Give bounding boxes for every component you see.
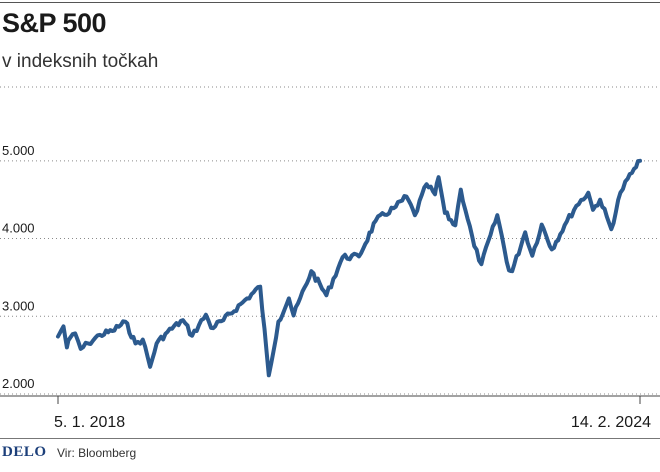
y-tick-label: 5.000 [2,143,35,158]
chart-title: S&P 500 [2,8,107,38]
source-note: Vir: Bloomberg [57,446,137,460]
footer-rule [0,438,660,439]
delo-logo: DELO [2,444,47,460]
x-axis: 5. 1. 2018 14. 2. 2024 [0,395,660,431]
series-line [56,158,642,378]
chart-subtitle: v indeksnih točkah [2,51,159,72]
y-tick-label: 3.000 [2,298,35,313]
y-tick-label: 4.000 [2,221,35,236]
top-rule [0,2,660,3]
x-tick-label: 14. 2. 2024 [571,414,651,431]
y-tick-label: 2.000 [2,376,35,391]
grid [0,86,660,395]
x-tick-label: 5. 1. 2018 [54,414,125,431]
y-axis-labels: 2.000 3.000 4.000 5.000 [2,143,35,391]
line-chart: 2.000 3.000 4.000 5.000 5. 1. 2018 14. 2. 20… [0,86,660,431]
